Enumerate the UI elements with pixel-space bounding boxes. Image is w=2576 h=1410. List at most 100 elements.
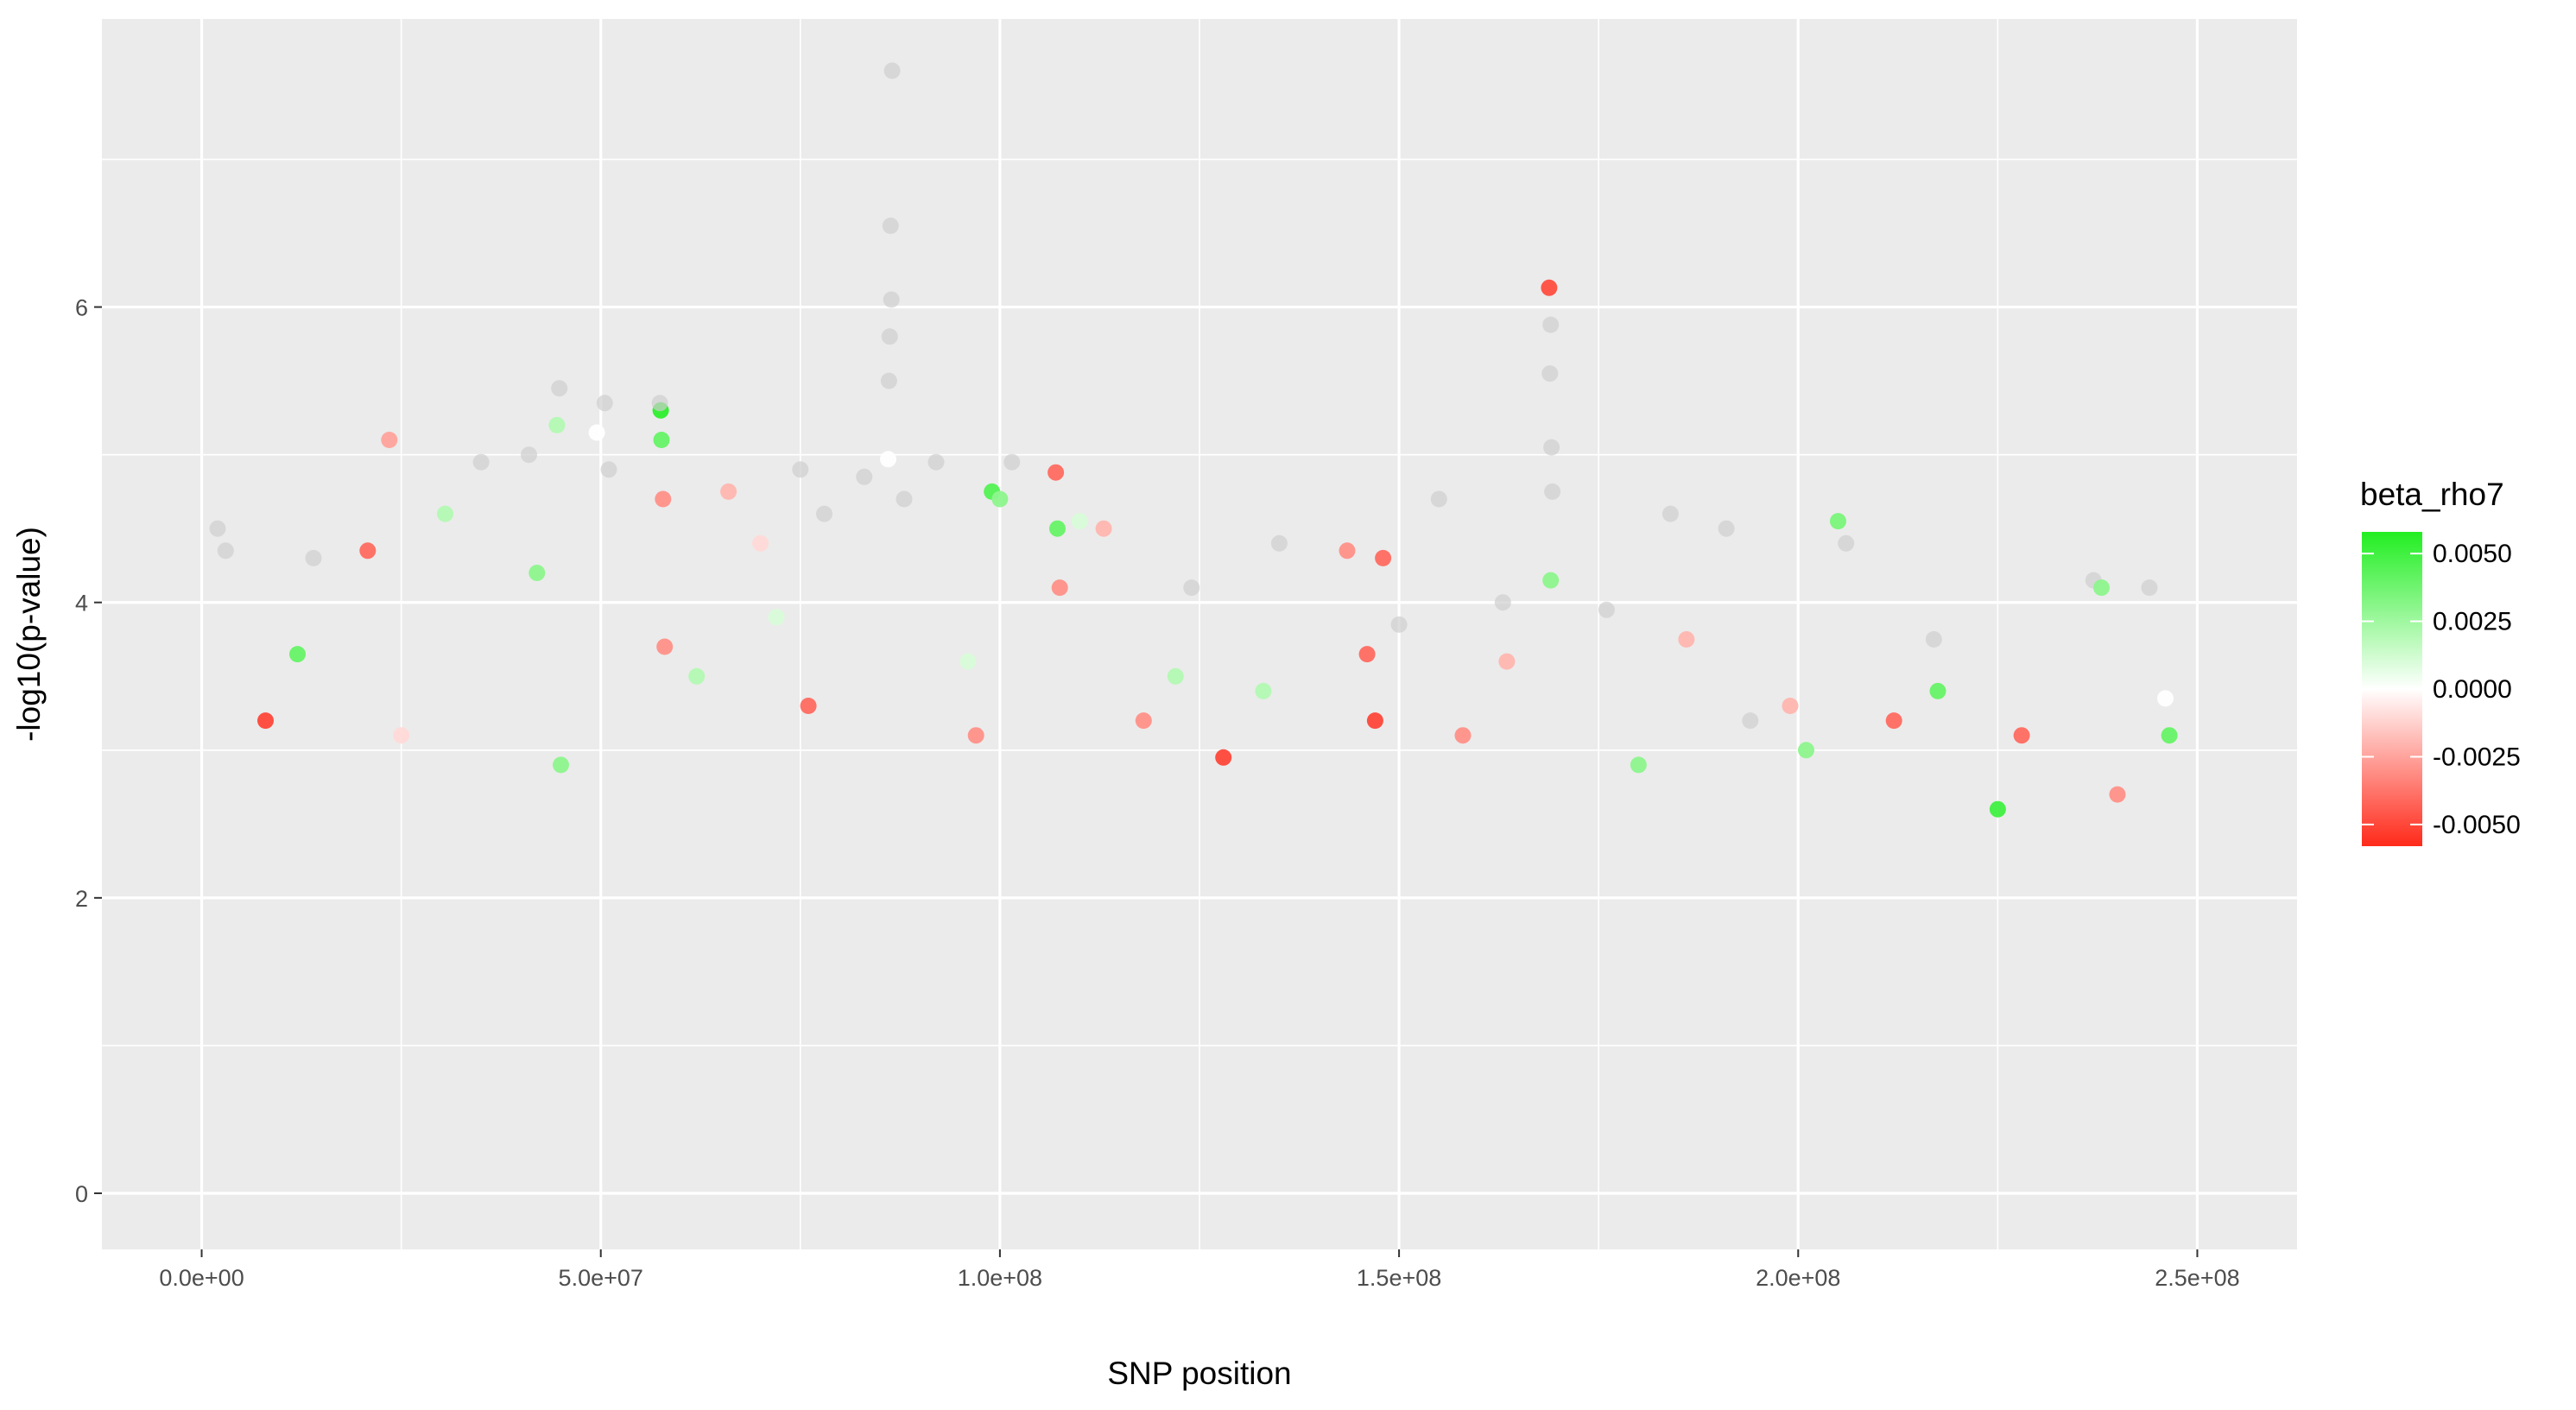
data-point — [1167, 667, 1184, 685]
data-point-na — [2141, 579, 2158, 597]
data-point — [1885, 712, 1902, 730]
data-point — [1630, 756, 1647, 774]
legend-title: beta_rho7 — [2360, 477, 2504, 512]
x-tick-label: 0.0e+00 — [159, 1265, 244, 1291]
data-point — [381, 432, 398, 448]
data-point — [1798, 742, 1814, 759]
data-point-na — [883, 291, 900, 308]
data-point — [1049, 520, 1066, 537]
data-point-na — [1270, 534, 1288, 552]
data-point — [257, 712, 274, 730]
data-point — [1366, 712, 1383, 730]
data-point — [768, 609, 785, 626]
data-point — [2157, 690, 2174, 707]
data-point-na — [856, 468, 873, 485]
data-point — [1542, 572, 1560, 589]
legend-tick-label: 0.0000 — [2433, 675, 2512, 704]
x-tick-label: 2.0e+08 — [1756, 1265, 1840, 1291]
legend-tick-label: -0.0025 — [2433, 743, 2521, 771]
data-point-na — [880, 372, 897, 389]
y-tick-label: 4 — [75, 591, 88, 616]
data-point — [2013, 727, 2030, 744]
data-point-na — [1718, 520, 1735, 537]
data-point — [1358, 646, 1376, 663]
data-point — [959, 653, 977, 670]
data-point-na — [1742, 712, 1759, 730]
data-point-na — [1494, 594, 1511, 611]
color-legend: beta_rho7 0.0050 0.0025 0.0000 -0.0025 -0.00… — [2360, 477, 2521, 846]
x-tick-label: 1.0e+08 — [958, 1265, 1042, 1291]
data-point — [359, 542, 377, 560]
data-point-na — [1543, 439, 1560, 456]
legend-tick-label: 0.0050 — [2433, 540, 2512, 568]
data-point — [752, 534, 769, 552]
grid-major — [102, 19, 2297, 1249]
data-point — [991, 490, 1009, 508]
data-point — [653, 432, 670, 448]
data-point — [1989, 800, 2006, 818]
grid-minor — [102, 19, 2297, 1249]
data-point-na — [1003, 453, 1021, 471]
x-tick-label: 2.5e+08 — [2155, 1265, 2239, 1291]
data-point — [1135, 712, 1152, 730]
data-point — [548, 416, 566, 433]
data-point-na — [305, 549, 322, 566]
data-point — [656, 638, 674, 655]
x-axis-title: SNP position — [1107, 1356, 1291, 1391]
data-point-na — [1183, 579, 1200, 597]
data-point — [588, 424, 605, 441]
data-point — [1678, 631, 1695, 648]
data-point-na — [651, 395, 668, 412]
data-point-na — [596, 395, 613, 412]
data-point — [1375, 549, 1392, 566]
data-point — [800, 698, 817, 714]
data-point — [1255, 682, 1272, 699]
data-point-na — [792, 461, 809, 478]
data-point — [1051, 579, 1068, 597]
data-point-na — [1390, 616, 1408, 633]
y-tick-label: 2 — [75, 886, 88, 912]
data-point-na — [927, 453, 945, 471]
data-point — [1339, 542, 1356, 560]
data-point-na — [816, 505, 832, 522]
data-point — [437, 505, 453, 522]
data-point-na — [883, 62, 901, 79]
data-point-na — [1544, 483, 1561, 500]
legend-tick-label: -0.0050 — [2433, 811, 2521, 839]
data-point-na — [1838, 534, 1855, 552]
data-point — [655, 490, 672, 508]
data-point-na — [1430, 490, 1447, 508]
data-point-na — [1598, 601, 1615, 618]
data-point — [1215, 749, 1232, 766]
data-point — [880, 451, 896, 468]
y-tick-label: 6 — [75, 295, 88, 321]
data-point-na — [209, 520, 226, 537]
data-point-na — [600, 461, 617, 478]
data-point-na — [1661, 505, 1679, 522]
data-point — [1047, 464, 1065, 481]
data-point-na — [1542, 316, 1560, 333]
data-point — [1498, 653, 1516, 670]
data-point — [1541, 279, 1558, 296]
data-point-na — [881, 328, 898, 345]
data-point — [1929, 682, 1946, 699]
data-point-na — [521, 446, 537, 464]
data-point-na — [882, 218, 899, 234]
data-points — [209, 62, 2178, 818]
legend-tick-label: 0.0025 — [2433, 608, 2512, 636]
data-point — [1454, 727, 1472, 744]
legend-ticks: 0.0050 0.0025 0.0000 -0.0025 -0.0050 — [2362, 540, 2521, 839]
x-tick-label: 1.5e+08 — [1357, 1265, 1441, 1291]
x-axis: 0.0e+00 5.0e+07 1.0e+08 1.5e+08 2.0e+08 2.5e+… — [159, 1249, 2240, 1291]
y-axis: 0 2 4 6 — [75, 295, 102, 1207]
data-point-na — [551, 380, 568, 397]
data-point — [2109, 786, 2126, 803]
data-point-na — [472, 453, 490, 471]
data-point-na — [217, 542, 234, 560]
y-tick-label: 0 — [75, 1181, 88, 1207]
data-point-na — [1925, 631, 1942, 648]
data-point — [553, 756, 569, 774]
x-tick-label: 5.0e+07 — [559, 1265, 643, 1291]
data-point — [1782, 698, 1799, 714]
